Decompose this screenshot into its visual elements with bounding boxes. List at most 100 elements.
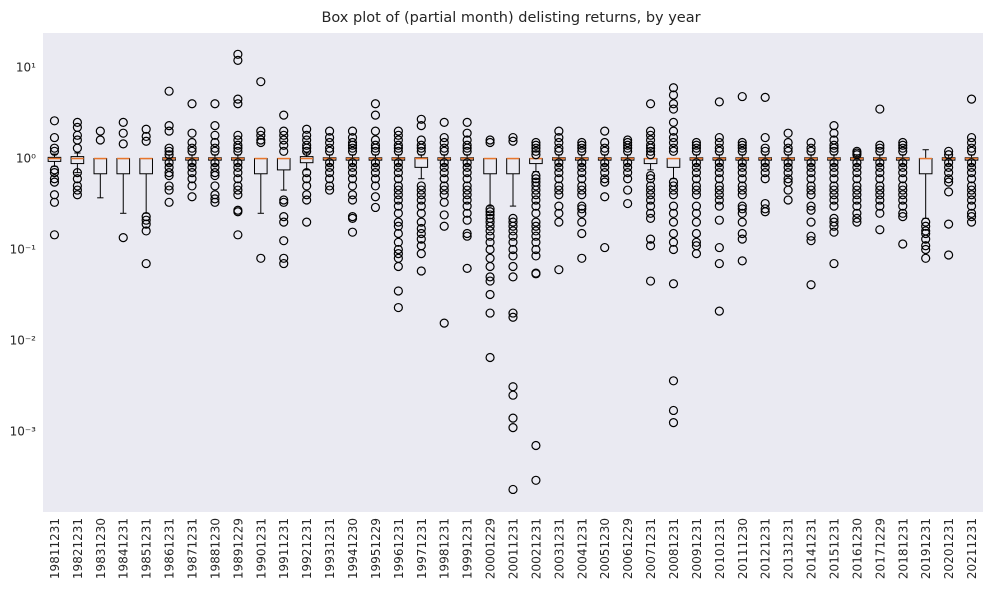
x-tick-label: 20091231: [690, 518, 704, 579]
outlier-point: [531, 244, 541, 255]
outlier-point: [439, 158, 449, 168]
outlier-point: [393, 244, 403, 255]
outlier-point: [829, 158, 839, 168]
outlier-point: [737, 137, 747, 148]
outlier-point: [347, 195, 358, 205]
outlier-point: [691, 237, 702, 247]
outlier-point: [531, 251, 541, 261]
outlier-point: [806, 190, 816, 200]
outlier-point: [966, 195, 977, 205]
outlier-point: [279, 253, 289, 263]
outlier-point: [531, 475, 541, 485]
outlier-point: [852, 208, 862, 218]
outlier-point: [164, 86, 174, 96]
outlier-point: [806, 168, 816, 178]
outlier-point: [623, 168, 633, 178]
outlier-point: [898, 208, 908, 218]
outlier-point: [485, 237, 495, 247]
outlier-point: [760, 204, 770, 214]
outlier-point: [577, 185, 587, 195]
outlier-point: [898, 185, 908, 195]
outlier-point: [898, 137, 908, 148]
outlier-point: [875, 181, 885, 191]
outlier-point: [187, 158, 197, 168]
box-19881230: [208, 99, 222, 207]
outlier-point: [852, 217, 862, 227]
outlier-point: [393, 140, 403, 150]
outlier-point: [668, 185, 679, 195]
outlier-point: [829, 174, 839, 184]
outlier-point: [944, 146, 954, 156]
outlier-point: [554, 132, 564, 143]
outlier-point: [462, 195, 472, 205]
outlier-point: [279, 197, 289, 207]
outlier-point: [554, 185, 564, 195]
box-19991231: [460, 117, 474, 273]
outlier-point: [210, 143, 220, 153]
x-tick-label: 19871231: [186, 518, 200, 579]
box-20161230: [850, 146, 864, 227]
outlier-point: [623, 143, 633, 153]
outlier-point: [875, 168, 885, 178]
box-20121231: [758, 92, 773, 217]
outlier-point: [531, 226, 541, 236]
outlier-point: [370, 162, 381, 172]
outlier-point: [72, 143, 82, 153]
outlier-point: [302, 143, 312, 153]
outlier-point: [508, 423, 518, 433]
box-20021231: [529, 137, 543, 485]
outlier-point: [416, 121, 426, 131]
outlier-point: [233, 143, 243, 153]
outlier-point: [875, 104, 885, 114]
outlier-point: [49, 197, 60, 207]
outlier-point: [829, 143, 839, 153]
outlier-point: [714, 195, 724, 205]
outlier-point: [531, 231, 541, 241]
outlier-point: [554, 168, 564, 178]
box-20191231: [918, 149, 933, 263]
box-20141231: [804, 137, 818, 290]
outlier-point: [691, 162, 702, 172]
x-tick-label: 19811231: [48, 518, 62, 579]
outlier-point: [783, 128, 793, 138]
x-tick-label: 20011231: [507, 518, 521, 579]
outlier-point: [531, 174, 541, 184]
outlier-point: [966, 181, 977, 191]
outlier-point: [966, 190, 977, 200]
outlier-point: [393, 162, 403, 172]
outlier-point: [829, 140, 839, 150]
box-19891229: [231, 49, 245, 240]
outlier-point: [72, 185, 82, 195]
outlier-point: [393, 261, 403, 272]
outlier-point: [944, 250, 954, 260]
outlier-point: [141, 124, 151, 134]
outlier-point: [118, 128, 128, 138]
outlier-point: [898, 181, 908, 191]
outlier-point: [623, 137, 633, 148]
outlier-point: [324, 158, 335, 168]
outlier-point: [531, 170, 541, 181]
outlier-point: [944, 158, 954, 168]
x-tick-label: 19971231: [415, 518, 429, 579]
outlier-point: [554, 265, 564, 275]
outlier-point: [49, 146, 60, 156]
outlier-point: [691, 146, 702, 156]
x-tick-label: 20121231: [759, 518, 773, 579]
outlier-point: [691, 249, 702, 259]
outlier-point: [370, 146, 381, 156]
outlier-point: [347, 227, 358, 237]
outlier-point: [737, 168, 747, 178]
outlier-point: [829, 185, 839, 195]
outlier-point: [256, 137, 266, 148]
outlier-point: [737, 201, 747, 211]
outlier-point: [668, 190, 679, 200]
outlier-point: [691, 208, 702, 218]
outlier-point: [852, 213, 862, 223]
outlier-point: [393, 286, 403, 296]
outlier-point: [760, 168, 770, 178]
box-20031231: [552, 126, 566, 275]
outlier-point: [118, 139, 128, 149]
outlier-point: [72, 130, 82, 140]
outlier-point: [210, 130, 220, 140]
outlier-point: [256, 253, 266, 263]
